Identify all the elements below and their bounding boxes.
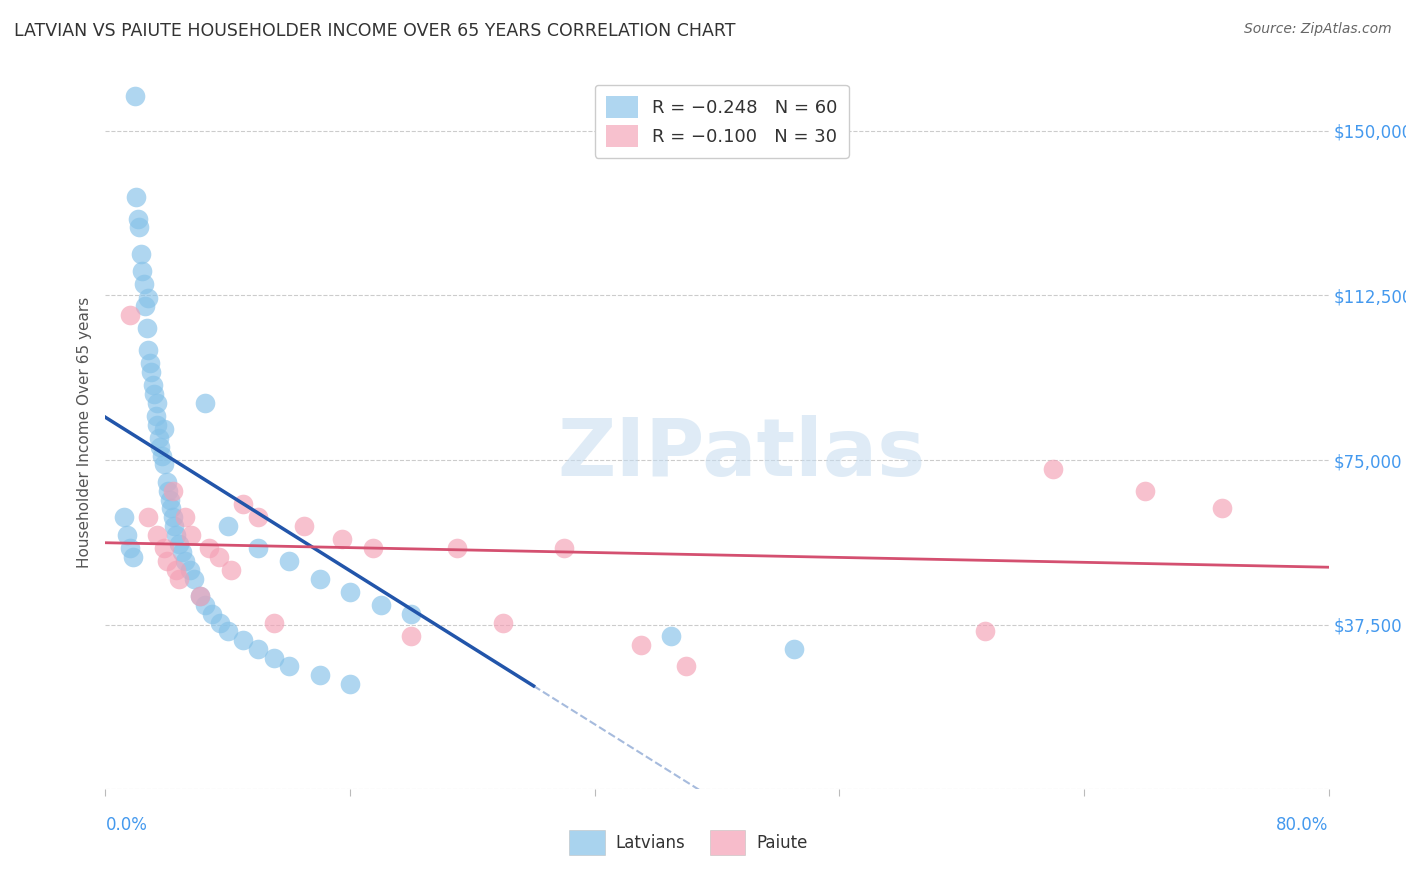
- Point: [174, 510, 197, 524]
- Point: [142, 378, 165, 392]
- Point: [1211, 501, 1233, 516]
- Point: [162, 510, 184, 524]
- Point: [170, 545, 193, 559]
- Text: Source: ZipAtlas.com: Source: ZipAtlas.com: [1244, 22, 1392, 37]
- Point: [370, 598, 392, 612]
- Text: 80.0%: 80.0%: [1277, 816, 1329, 834]
- Point: [675, 659, 697, 673]
- Point: [401, 629, 423, 643]
- Point: [118, 541, 141, 555]
- Point: [194, 598, 217, 612]
- Point: [188, 589, 211, 603]
- Point: [118, 308, 141, 322]
- Point: [122, 549, 145, 564]
- Point: [136, 510, 159, 524]
- Point: [1133, 483, 1156, 498]
- Point: [152, 458, 174, 472]
- Point: [115, 527, 138, 541]
- Point: [492, 615, 515, 630]
- Point: [167, 536, 190, 550]
- Point: [157, 483, 180, 498]
- Point: [179, 563, 201, 577]
- Point: [136, 291, 159, 305]
- Text: Paiute: Paiute: [756, 834, 808, 852]
- Point: [165, 563, 187, 577]
- Point: [361, 541, 384, 555]
- Point: [132, 277, 155, 292]
- Point: [278, 659, 301, 673]
- Point: [148, 431, 170, 445]
- Point: [143, 387, 166, 401]
- Point: [160, 501, 183, 516]
- Point: [201, 607, 224, 621]
- Point: [146, 417, 169, 432]
- Point: [659, 629, 682, 643]
- Point: [194, 396, 217, 410]
- Point: [167, 572, 190, 586]
- Point: [150, 449, 173, 463]
- Legend: R = −0.248   N = 60, R = −0.100   N = 30: R = −0.248 N = 60, R = −0.100 N = 30: [595, 85, 849, 158]
- Point: [217, 624, 239, 639]
- Point: [135, 321, 157, 335]
- Point: [152, 422, 174, 436]
- Point: [198, 541, 221, 555]
- Point: [446, 541, 468, 555]
- Point: [124, 88, 146, 103]
- Point: [247, 510, 270, 524]
- Point: [308, 668, 330, 682]
- Point: [188, 589, 211, 603]
- Point: [165, 527, 187, 541]
- Point: [401, 607, 423, 621]
- Point: [163, 519, 186, 533]
- Point: [129, 246, 152, 260]
- Point: [180, 527, 202, 541]
- Point: [146, 527, 169, 541]
- Point: [155, 475, 177, 489]
- Point: [292, 519, 315, 533]
- Point: [162, 483, 184, 498]
- Point: [553, 541, 575, 555]
- Text: LATVIAN VS PAIUTE HOUSEHOLDER INCOME OVER 65 YEARS CORRELATION CHART: LATVIAN VS PAIUTE HOUSEHOLDER INCOME OVE…: [14, 22, 735, 40]
- Point: [630, 638, 652, 652]
- Point: [263, 650, 285, 665]
- Point: [232, 497, 254, 511]
- Text: ZIPatlas: ZIPatlas: [557, 415, 925, 493]
- Point: [134, 299, 156, 313]
- Point: [217, 519, 239, 533]
- Point: [782, 641, 804, 656]
- Y-axis label: Householder Income Over 65 years: Householder Income Over 65 years: [77, 297, 93, 568]
- Point: [183, 572, 205, 586]
- Point: [136, 343, 159, 358]
- Point: [209, 615, 232, 630]
- Point: [128, 220, 150, 235]
- Point: [159, 492, 181, 507]
- Point: [155, 554, 177, 568]
- Point: [146, 396, 169, 410]
- Point: [263, 615, 285, 630]
- Point: [339, 677, 361, 691]
- Point: [247, 541, 270, 555]
- Point: [1042, 462, 1064, 476]
- Point: [174, 554, 197, 568]
- Point: [332, 532, 354, 546]
- Point: [152, 541, 174, 555]
- Text: 0.0%: 0.0%: [105, 816, 148, 834]
- Point: [339, 584, 361, 599]
- Point: [112, 510, 135, 524]
- Point: [278, 554, 301, 568]
- Point: [219, 563, 242, 577]
- Text: Latvians: Latvians: [616, 834, 686, 852]
- Point: [141, 365, 163, 379]
- Point: [247, 641, 270, 656]
- Point: [139, 356, 162, 370]
- Point: [127, 211, 149, 226]
- Point: [145, 409, 167, 424]
- Point: [232, 633, 254, 648]
- Point: [131, 264, 153, 278]
- Point: [207, 549, 229, 564]
- Point: [149, 440, 172, 454]
- Point: [973, 624, 995, 639]
- Point: [308, 572, 330, 586]
- Point: [125, 189, 148, 203]
